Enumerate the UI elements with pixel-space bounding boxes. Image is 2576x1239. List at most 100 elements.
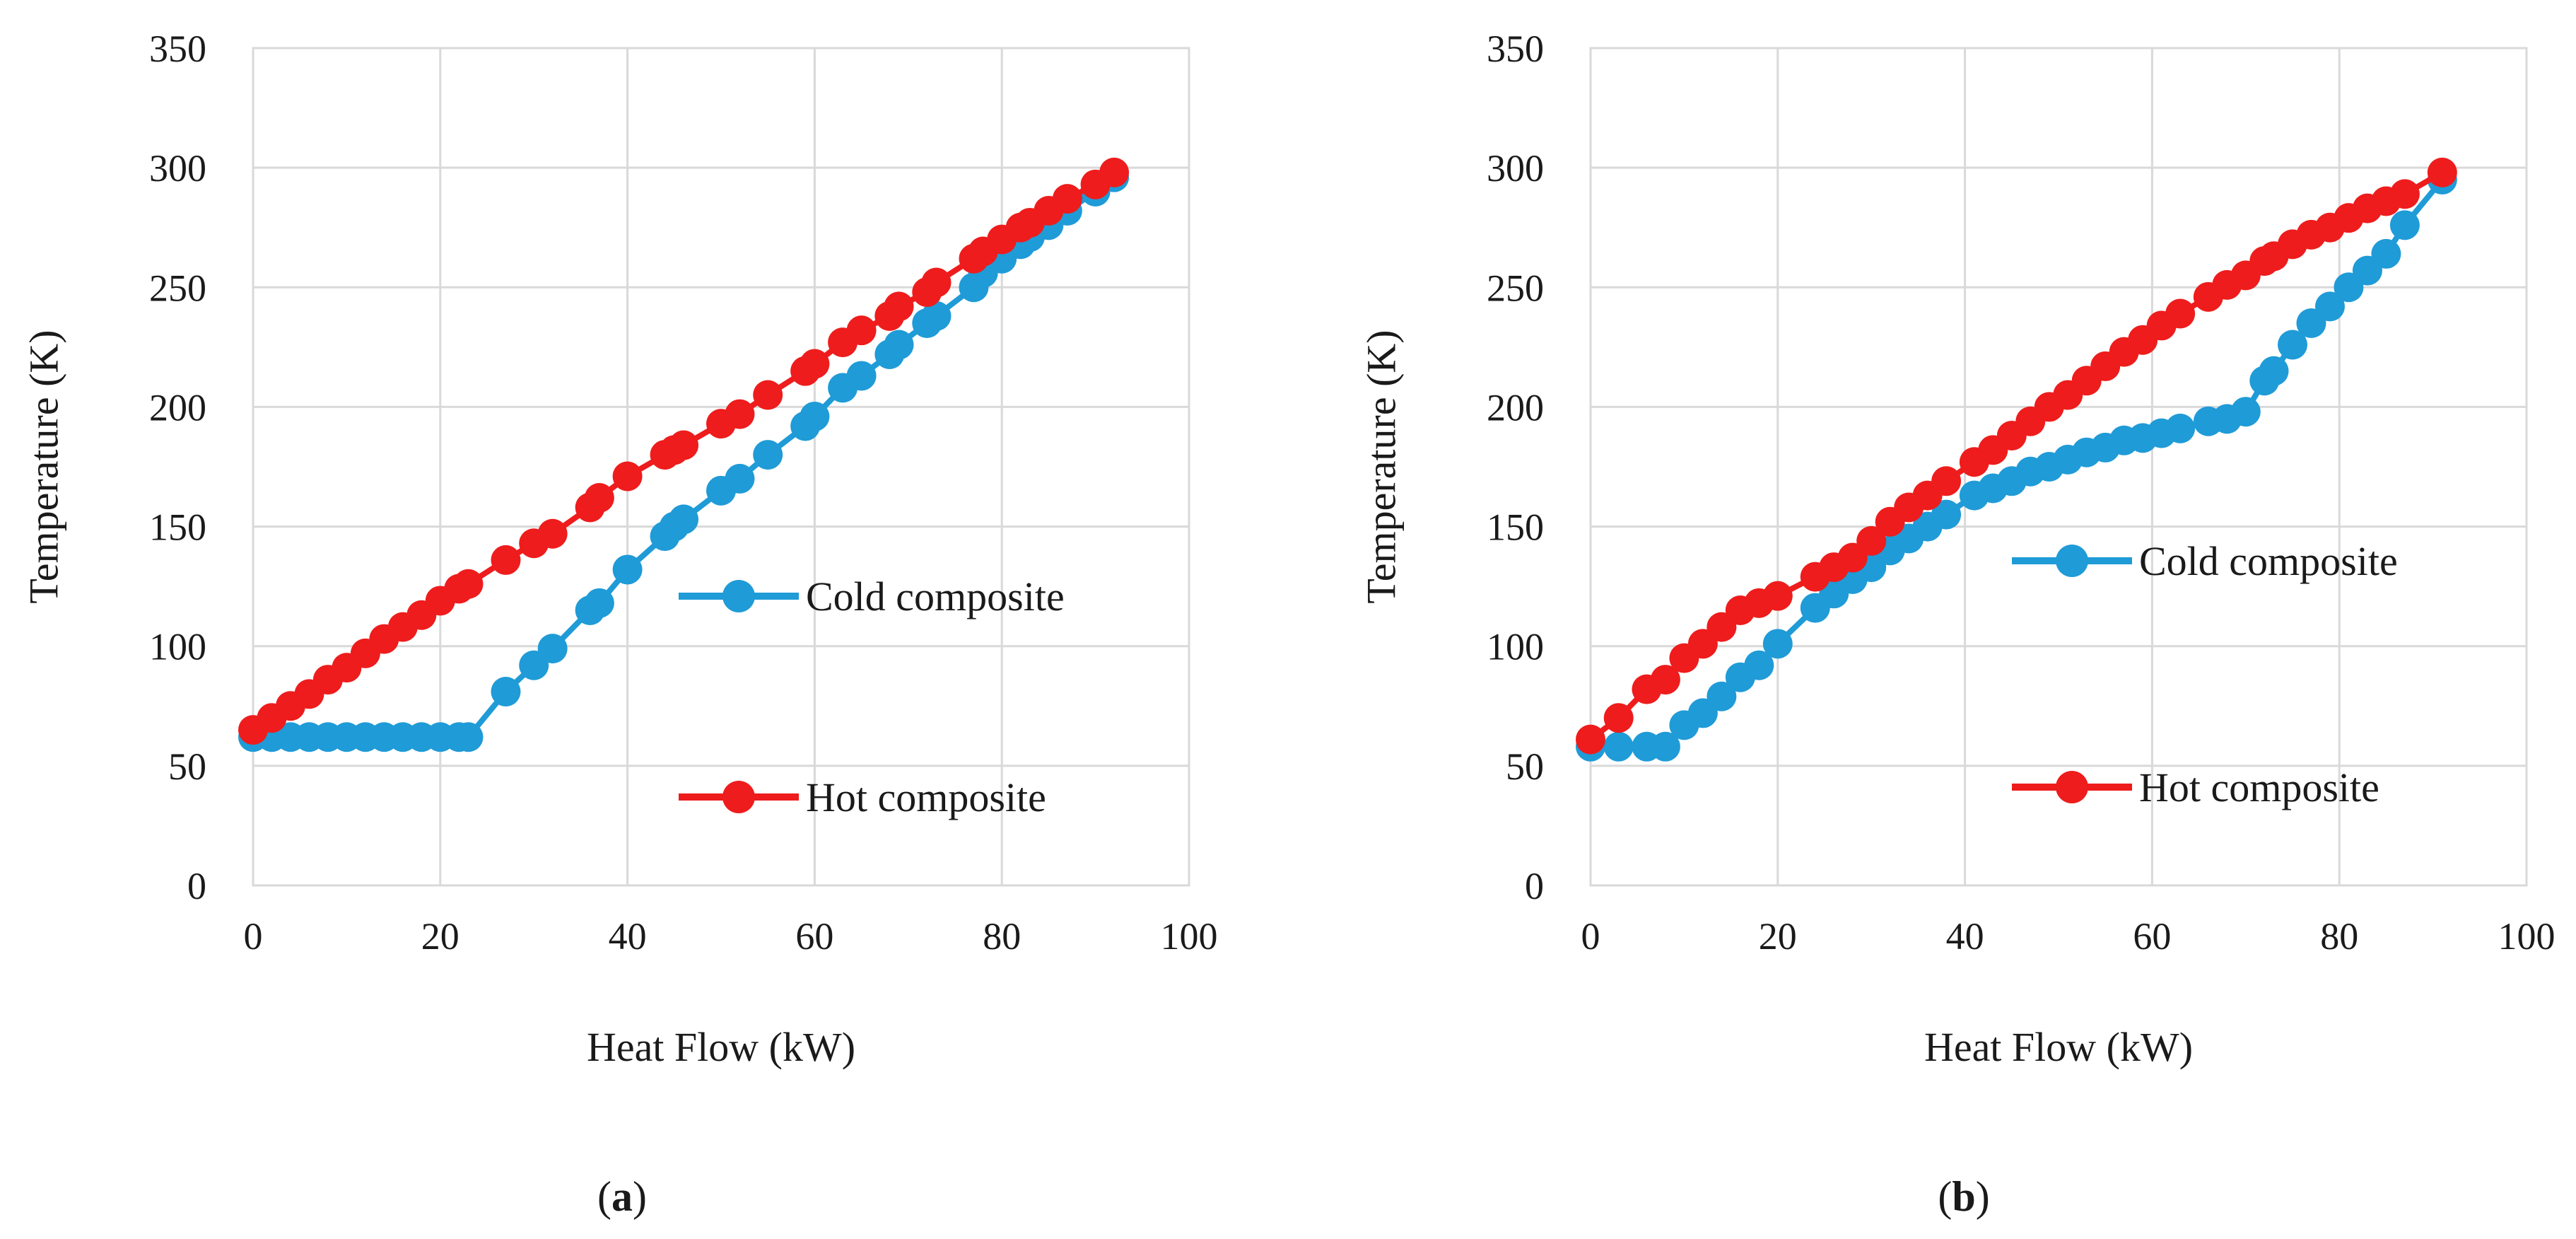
legend-label: Cold composite [2139,538,2398,584]
data-point-cold [1603,731,1634,762]
y-tick-label: 300 [149,147,206,190]
data-point-cold [1931,499,1962,530]
x-tick-label: 60 [2133,915,2171,958]
series-lines [1576,157,2457,762]
x-axis-label: Heat Flow (kW) [1924,1024,2193,1070]
x-tick-label: 60 [795,915,833,958]
x-tick-label: 100 [2498,915,2555,958]
legend-label: Hot composite [806,774,1046,820]
data-point-cold [669,504,699,535]
panel-label-open: ( [597,1173,611,1220]
data-point-cold [921,301,952,331]
data-point-hot [884,291,914,322]
data-point-cold [2165,413,2196,443]
data-point-hot [1931,466,1962,496]
legend-swatch-marker [2056,771,2088,803]
gridlines [1589,47,2528,887]
data-point-cold [800,401,830,431]
data-point-hot [846,315,877,346]
x-tick-labels: 0 20 40 60 80 100 [244,915,1218,958]
data-point-cold [1650,731,1680,762]
x-tick-labels: 0 20 40 60 80 100 [1581,915,2555,958]
data-point-cold [491,676,521,706]
legend-label: Cold composite [806,574,1065,620]
data-point-cold [453,722,484,752]
data-point-hot [491,545,521,575]
panel-label-letter: a [611,1173,633,1220]
data-point-hot [1650,665,1680,695]
x-tick-label: 20 [1759,915,1797,958]
x-tick-label: 40 [609,915,647,958]
data-point-hot [1603,703,1634,733]
data-point-cold [753,440,783,470]
x-tick-label: 40 [1946,915,1984,958]
data-point-hot [2165,298,2196,329]
data-point-hot [612,461,643,491]
data-point-cold [537,634,568,664]
data-point-cold [846,361,877,391]
data-point-hot [537,518,568,549]
y-tick-labels: 0 50 100 150 200 250 300 350 [149,28,206,907]
y-tick-label: 100 [1487,626,1544,668]
y-tick-label: 350 [149,28,206,70]
y-tick-label: 150 [149,506,206,549]
data-point-cold [612,554,643,585]
x-tick-label: 80 [983,915,1021,958]
y-tick-label: 50 [168,745,206,788]
y-tick-label: 350 [1487,28,1544,70]
data-point-cold [725,463,755,494]
y-tick-label: 200 [149,386,206,429]
y-tick-label: 0 [1525,865,1544,907]
legend-label: Hot composite [2139,764,2379,810]
data-point-hot [669,430,699,460]
data-point-hot [1099,157,1130,187]
x-tick-label: 0 [244,915,263,958]
y-tick-labels: 0 50 100 150 200 250 300 350 [1487,28,1544,907]
x-tick-label: 80 [2320,915,2358,958]
y-axis-label: Temperature (K) [21,330,66,603]
legend: Cold composite Hot composite [679,574,1065,820]
data-point-hot [1762,581,1793,611]
x-axis-label: Heat Flow (kW) [587,1024,855,1070]
data-point-cold [1706,681,1737,711]
data-point-cold [2278,330,2307,360]
series-lines [238,157,1130,752]
data-point-hot [1576,724,1605,755]
data-point-hot [453,569,484,599]
panel-label-close: ) [1976,1173,1990,1220]
y-tick-label: 250 [1487,267,1544,309]
data-point-hot [584,482,614,513]
y-tick-label: 150 [1487,506,1544,549]
data-point-cold [2389,210,2420,240]
chart-panel-a: 0 50 100 150 200 250 300 350 0 20 40 60 80 100 Cold … [21,28,1217,1220]
panel-label: (b) [1938,1173,1989,1220]
data-point-hot [1052,184,1082,214]
panel-label-letter: b [1952,1173,1975,1220]
data-point-cold [1762,629,1793,659]
data-point-hot [2389,179,2420,209]
legend-swatch-marker [722,781,755,813]
y-tick-label: 100 [149,626,206,668]
y-tick-label: 0 [187,865,206,907]
legend-swatch-marker [2056,545,2088,577]
y-tick-label: 250 [149,267,206,309]
data-point-cold [2259,356,2289,386]
data-point-cold [884,330,914,360]
panel-label: (a) [597,1173,647,1220]
data-point-cold [2230,397,2261,427]
panel-label-close: ) [633,1173,647,1220]
legend: Cold composite Hot composite [2012,538,2398,810]
data-point-cold [2371,238,2401,269]
panel-label-open: ( [1938,1173,1952,1220]
data-point-cold [584,588,614,618]
data-point-hot [1856,525,1887,556]
y-tick-label: 300 [1487,147,1544,190]
data-point-hot [2427,157,2457,187]
data-point-cold [2314,291,2345,322]
data-point-cold [1744,650,1774,680]
x-tick-label: 0 [1581,915,1600,958]
y-tick-label: 200 [1487,386,1544,429]
chart-panel-b: 0 50 100 150 200 250 300 350 0 20 40 60 80 100 Cold … [1358,28,2555,1220]
legend-swatch-marker [722,580,755,612]
